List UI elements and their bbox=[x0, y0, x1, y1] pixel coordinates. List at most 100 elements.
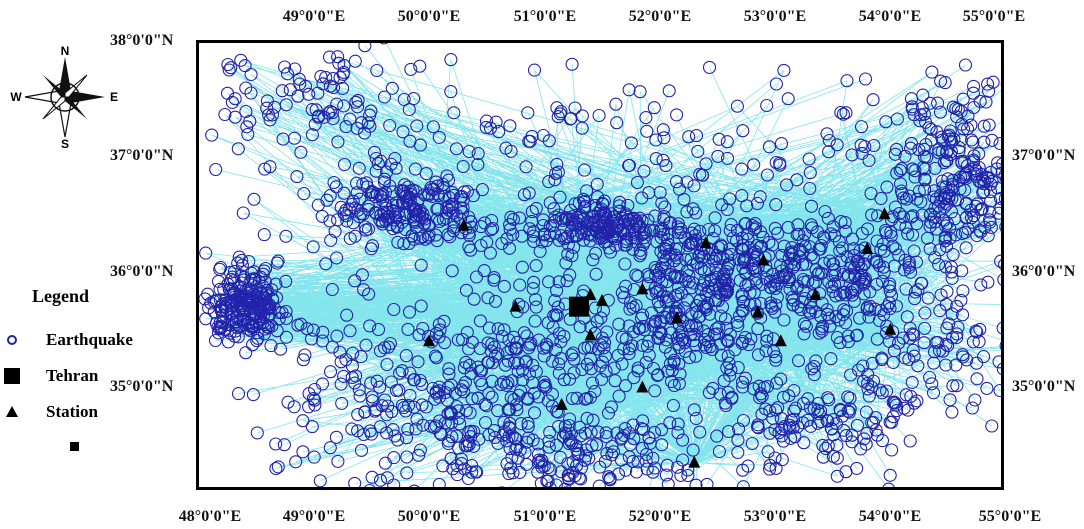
earthquake-marker bbox=[984, 194, 998, 208]
earthquake-marker bbox=[709, 322, 723, 336]
earthquake-marker bbox=[905, 100, 919, 114]
earthquake-marker bbox=[500, 378, 514, 392]
earthquake-marker bbox=[693, 425, 707, 439]
earthquake-marker bbox=[777, 63, 791, 77]
earthquake-marker bbox=[283, 83, 297, 97]
earthquake-marker bbox=[373, 344, 387, 358]
earthquake-marker bbox=[535, 460, 549, 474]
earthquake-marker bbox=[606, 445, 621, 459]
earthquake-marker bbox=[600, 446, 614, 461]
earthquake-marker bbox=[839, 429, 853, 443]
earthquake-marker bbox=[993, 383, 1001, 398]
earthquake-marker bbox=[636, 422, 651, 437]
earthquake-marker bbox=[970, 197, 984, 211]
earthquake-marker bbox=[313, 474, 327, 487]
earthquake-marker bbox=[262, 309, 276, 323]
earthquake-marker bbox=[604, 400, 618, 414]
earthquake-marker bbox=[221, 57, 235, 72]
earthquake-marker bbox=[639, 111, 653, 125]
earthquake-marker bbox=[378, 393, 392, 407]
earthquake-marker bbox=[906, 228, 920, 242]
earthquake-marker bbox=[824, 352, 838, 366]
earthquake-marker bbox=[339, 352, 353, 367]
earthquake-marker bbox=[893, 217, 907, 231]
earthquake-marker bbox=[657, 131, 671, 145]
earthquake-marker bbox=[830, 451, 844, 465]
earthquake-marker bbox=[501, 403, 515, 417]
earthquake-marker bbox=[583, 390, 597, 405]
earthquake-marker bbox=[227, 264, 242, 279]
earthquake-marker bbox=[337, 206, 351, 221]
earthquake-marker bbox=[862, 389, 876, 403]
earthquake-marker bbox=[503, 442, 517, 456]
compass-east-label: E bbox=[110, 90, 118, 104]
earthquake-marker bbox=[662, 305, 676, 319]
lon-label-bottom: 53°0'0"E bbox=[743, 508, 807, 525]
legend: Legend Earthquake Tehran Station bbox=[0, 280, 190, 460]
earthquake-marker bbox=[250, 334, 264, 348]
earthquake-marker bbox=[441, 228, 455, 242]
earthquake-marker bbox=[550, 308, 564, 322]
earthquake-marker bbox=[647, 101, 661, 115]
earthquake-marker bbox=[227, 288, 241, 302]
earthquake-marker bbox=[651, 284, 665, 298]
earthquake-marker bbox=[572, 196, 586, 210]
earthquake-marker bbox=[454, 383, 468, 397]
earthquake-marker bbox=[580, 357, 594, 371]
earthquake-marker bbox=[854, 120, 869, 134]
earthquake-marker bbox=[354, 443, 369, 457]
earthquake-marker bbox=[223, 265, 237, 279]
tehran-marker bbox=[568, 296, 589, 317]
earthquake-marker bbox=[853, 311, 867, 325]
earthquake-marker bbox=[889, 299, 903, 313]
earthquake-marker bbox=[893, 177, 908, 191]
map-canvas[interactable] bbox=[199, 43, 1001, 487]
earthquake-marker bbox=[424, 419, 438, 433]
earthquake-marker bbox=[884, 229, 898, 243]
earthquake-marker bbox=[497, 279, 511, 293]
earthquake-marker bbox=[513, 278, 527, 292]
earthquake-marker bbox=[908, 292, 922, 306]
earthquake-marker bbox=[622, 158, 636, 172]
earthquake-marker bbox=[837, 303, 851, 317]
earthquake-marker bbox=[229, 315, 244, 329]
earthquake-marker bbox=[720, 202, 734, 217]
earthquake-marker bbox=[247, 308, 261, 322]
earthquake-marker bbox=[902, 352, 916, 366]
earthquake-marker bbox=[402, 305, 417, 319]
earthquake-marker bbox=[324, 233, 338, 247]
map-frame[interactable] bbox=[196, 40, 1004, 490]
earthquake-marker bbox=[939, 239, 954, 253]
earthquake-marker bbox=[950, 379, 964, 393]
earthquake-marker bbox=[806, 276, 820, 290]
earthquake-marker bbox=[637, 164, 651, 178]
earthquake-marker bbox=[642, 348, 656, 362]
station-marker bbox=[509, 299, 522, 312]
earthquake-marker bbox=[993, 191, 1001, 205]
earthquake-marker bbox=[350, 176, 364, 190]
earthquake-marker bbox=[797, 275, 811, 289]
earthquake-marker bbox=[380, 471, 394, 485]
earthquake-marker bbox=[928, 161, 942, 175]
earthquake-marker bbox=[741, 278, 755, 292]
earthquake-marker bbox=[958, 170, 972, 184]
earthquake-marker bbox=[618, 257, 632, 271]
earthquake-marker bbox=[526, 433, 540, 447]
earthquake-marker bbox=[481, 291, 495, 305]
earthquake-marker bbox=[289, 455, 303, 469]
earthquake-marker bbox=[432, 380, 446, 394]
earthquake-marker bbox=[957, 155, 971, 169]
earthquake-marker bbox=[504, 210, 518, 224]
earthquake-marker bbox=[883, 468, 897, 482]
earthquake-marker bbox=[649, 263, 664, 277]
earthquake-marker bbox=[870, 332, 884, 346]
earthquake-marker bbox=[552, 357, 566, 371]
circle-icon bbox=[7, 335, 17, 345]
earthquake-marker bbox=[959, 241, 973, 255]
earthquake-marker bbox=[319, 257, 333, 271]
earthquake-marker bbox=[620, 232, 634, 246]
earthquake-marker bbox=[399, 404, 413, 418]
earthquake-marker bbox=[710, 248, 724, 262]
earthquake-marker bbox=[685, 306, 699, 321]
earthquake-marker bbox=[402, 236, 416, 251]
